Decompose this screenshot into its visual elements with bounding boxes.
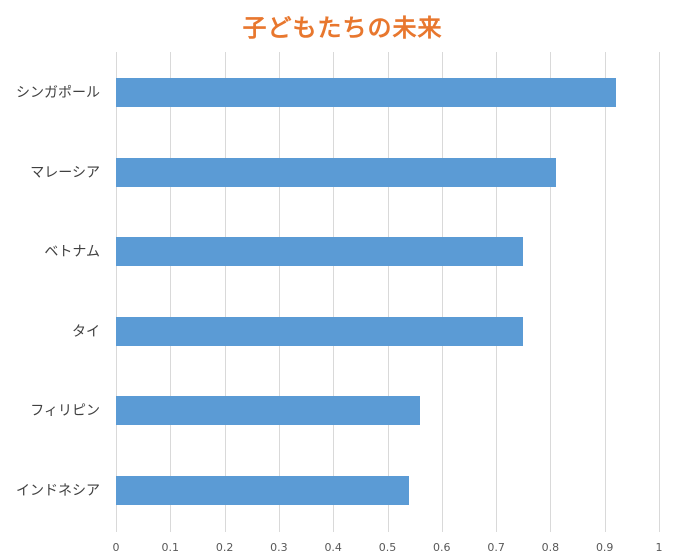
bar (116, 77, 616, 107)
x-tick-label: 0.8 (541, 541, 560, 554)
gridline (441, 52, 443, 532)
bar (116, 236, 524, 266)
gridline (659, 52, 660, 532)
bar (116, 395, 421, 425)
x-tick-label: 1 (655, 541, 663, 554)
category-label: シンガポール (16, 85, 100, 101)
bar (116, 316, 524, 346)
category-label: インドネシア (16, 483, 100, 499)
x-tick-label: 0.9 (595, 541, 614, 554)
gridline (278, 52, 280, 532)
x-tick-label: 0.7 (487, 541, 505, 554)
bar (116, 475, 410, 505)
x-tick-label: 0.6 (433, 541, 451, 554)
x-tick-label: 0.1 (161, 541, 180, 554)
plot-area (116, 52, 660, 532)
category-label: フィリピン (30, 403, 100, 419)
gridline (550, 52, 552, 532)
category-label: ベトナム (44, 244, 100, 260)
x-tick-label: 0.3 (270, 541, 288, 554)
gridline (116, 52, 117, 532)
gridline (224, 52, 226, 532)
gridline (496, 52, 498, 532)
gridline (333, 52, 335, 532)
bar (116, 157, 556, 187)
category-label: マレーシア (30, 165, 100, 181)
gridline (604, 52, 606, 532)
x-tick-label: 0.2 (215, 541, 234, 554)
x-tick-label: 0.4 (324, 541, 342, 554)
chart-title: 子どもたちの未来 (242, 14, 443, 42)
category-label: タイ (72, 324, 100, 340)
x-tick-label: 0 (112, 541, 120, 554)
x-tick-label: 0.5 (378, 541, 397, 554)
gridline (387, 52, 389, 532)
gridline (170, 52, 172, 532)
